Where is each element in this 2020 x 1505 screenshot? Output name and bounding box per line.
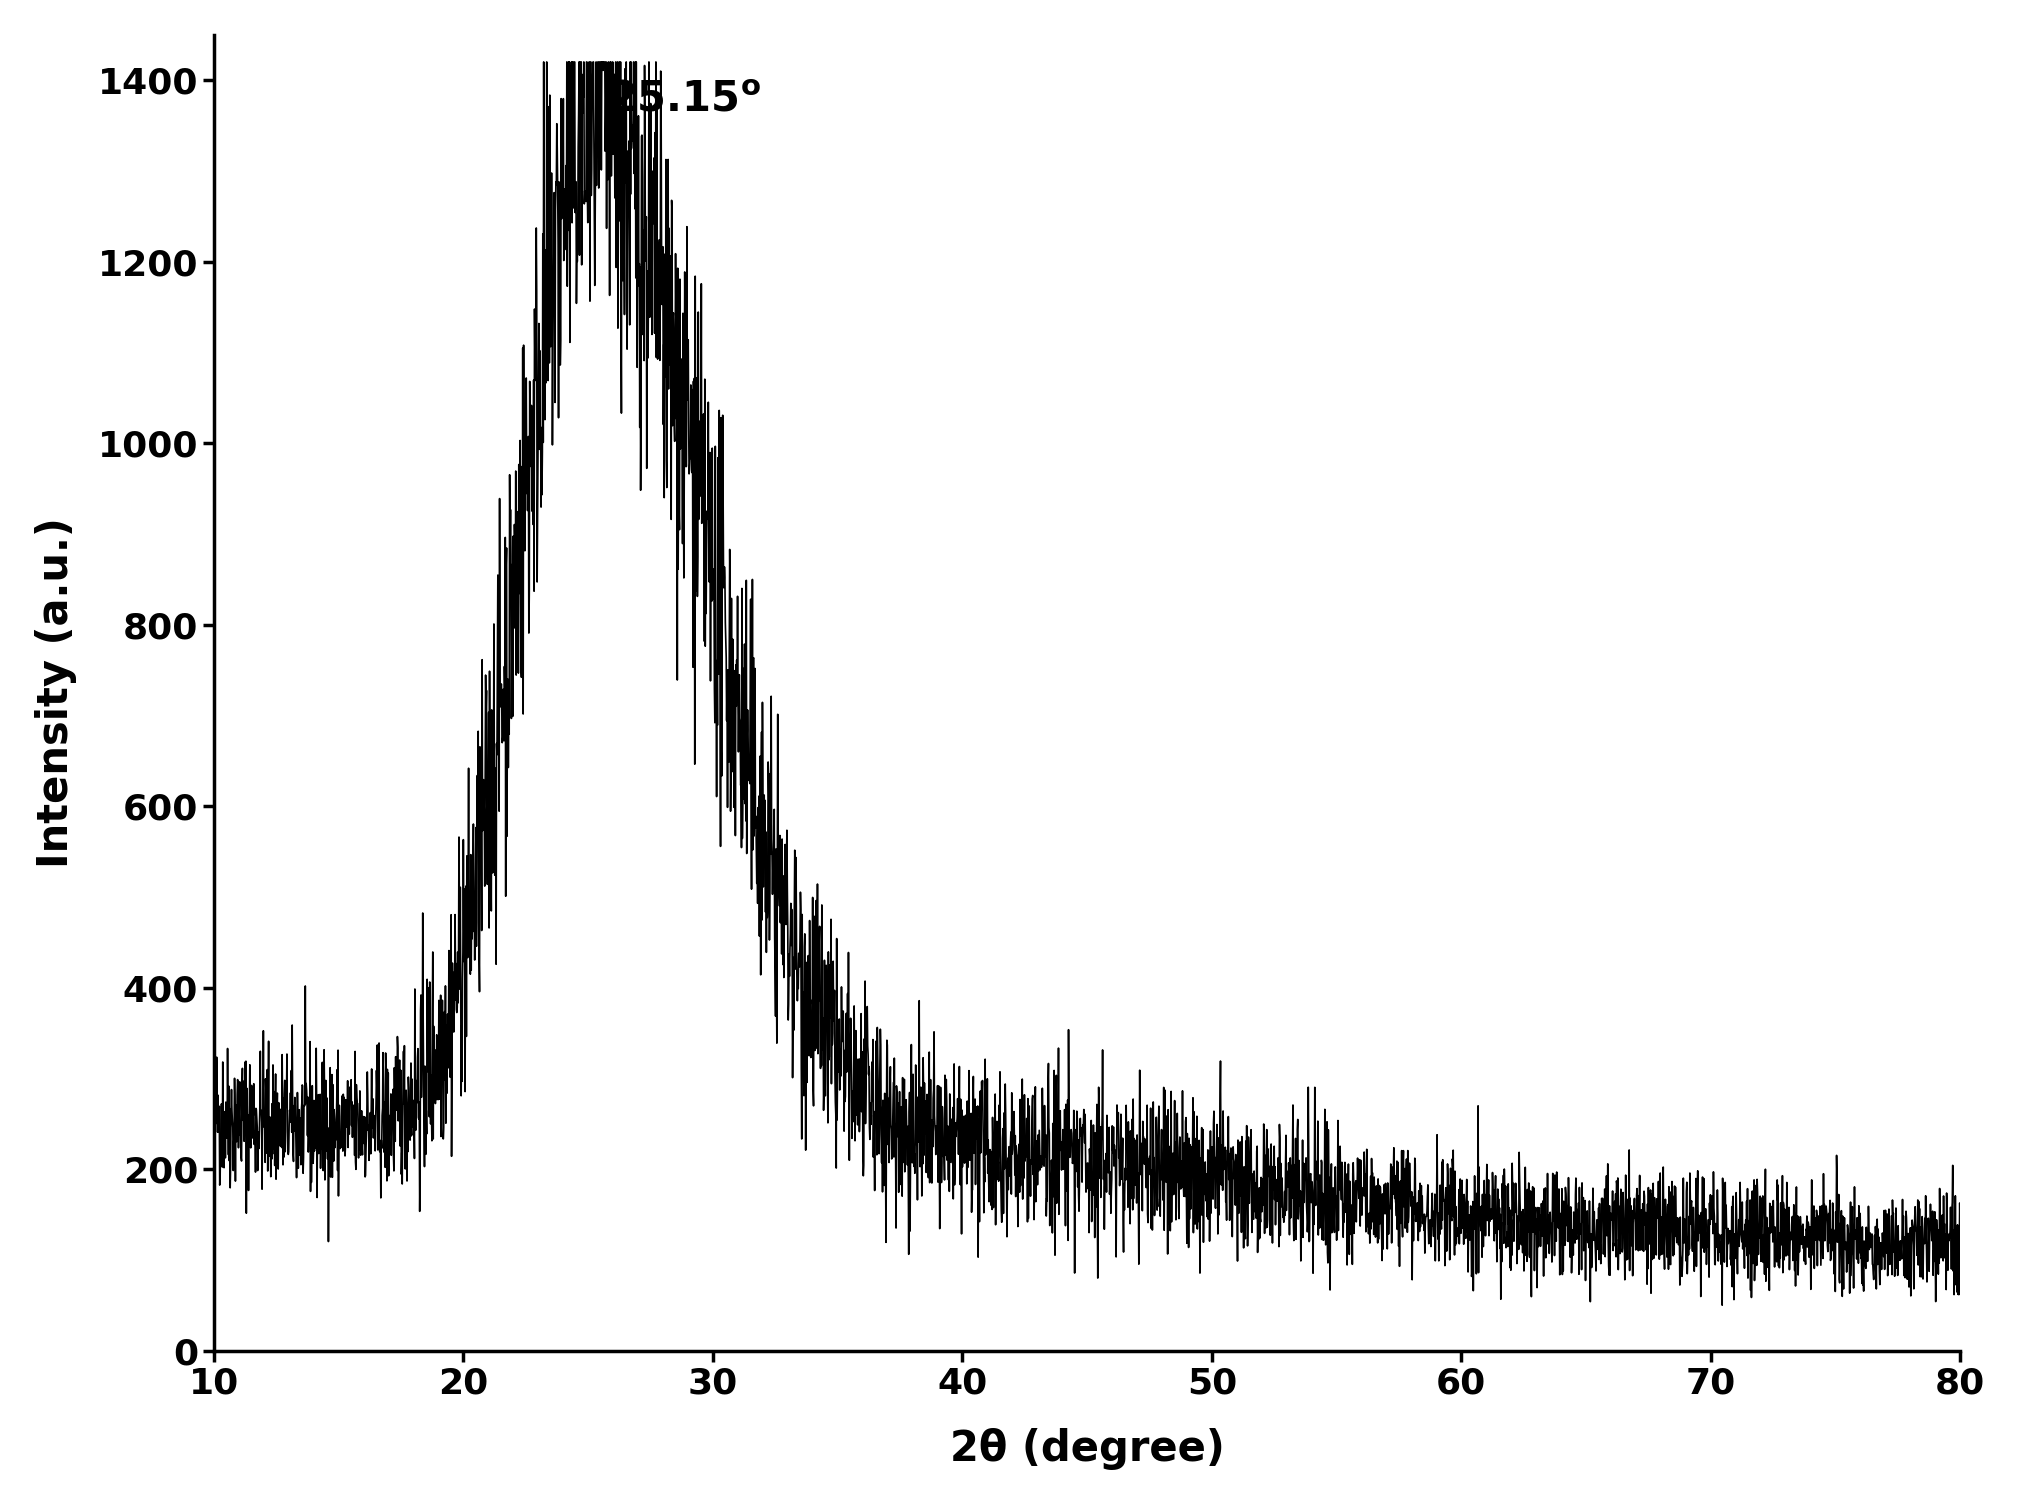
X-axis label: 2θ (degree): 2θ (degree) bbox=[949, 1428, 1224, 1470]
Text: 25.15$^\mathregular{o}$: 25.15$^\mathregular{o}$ bbox=[608, 78, 762, 120]
Y-axis label: Intensity (a.u.): Intensity (a.u.) bbox=[34, 518, 77, 868]
